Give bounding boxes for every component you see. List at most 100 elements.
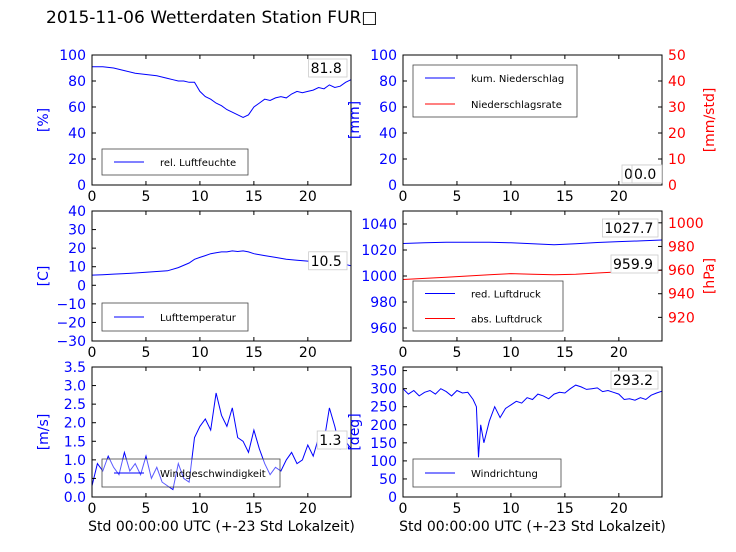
y-axis-label: [m/s] — [36, 414, 52, 451]
y2-tick-label: 1000 — [668, 216, 704, 232]
x-tick-label: 20 — [299, 189, 317, 205]
y-tick-label: 10 — [68, 260, 86, 276]
y-tick-label: −20 — [56, 315, 86, 331]
series-line-rel-luftfeuchte — [92, 66, 352, 118]
y2-tick-label: 30 — [668, 100, 686, 116]
x-tick-label: 0 — [88, 189, 97, 205]
legend: Lufttemperatur — [101, 302, 249, 332]
x-tick-label: 15 — [245, 345, 263, 361]
y2-tick-label: 50 — [668, 48, 686, 64]
chart-panel-middle-left: 0 5 10 15 20 −30 −20 −10 0 10 20 30 40 [C] Lufttempera… — [36, 204, 352, 361]
x-tick-label: 20 — [610, 345, 628, 361]
x-tick-label: 0 — [88, 501, 97, 517]
legend-entry: Windrichtung — [471, 469, 538, 480]
plot-frame — [402, 366, 663, 498]
x-tick-label: 5 — [141, 501, 150, 517]
x-tick-label: 10 — [191, 501, 209, 517]
legend-entry: Lufttemperatur — [160, 313, 237, 324]
plot-frame — [91, 210, 352, 342]
value-label: 1027.7 — [604, 221, 653, 237]
y-tick-label: 80 — [68, 74, 86, 90]
y-tick-label: 3.5 — [64, 360, 86, 376]
series-line-windgeschwindigkeit — [91, 392, 352, 491]
y-tick-label: 20 — [379, 152, 397, 168]
x-tick-label: 10 — [502, 189, 520, 205]
y-axis-label: [mm] — [347, 101, 363, 139]
plot-frame — [91, 54, 352, 186]
x-axis-label: Std 00:00:00 UTC (+-23 Std Lokalzeit) — [399, 519, 666, 535]
y-tick-label: 2.5 — [64, 397, 86, 413]
y-tick-label: 0 — [77, 278, 86, 294]
y-tick-label: 0 — [388, 490, 397, 506]
x-tick-label: 15 — [556, 189, 574, 205]
value-label: 959.9 — [613, 257, 653, 273]
value-box — [610, 254, 659, 274]
y-tick-label: 1.0 — [64, 453, 86, 469]
x-tick-label: 5 — [141, 189, 150, 205]
y-tick-label: 20 — [68, 152, 86, 168]
y-axis-label: [deg] — [347, 413, 363, 450]
value-label: 0.0 — [634, 167, 656, 183]
y-tick-label: 3.0 — [64, 379, 86, 395]
y-tick-label: 100 — [59, 48, 86, 64]
legend-box — [101, 302, 249, 332]
value-box — [602, 218, 659, 238]
y2-tick-label: 980 — [668, 239, 695, 255]
chart-panel-top-right: 0 5 10 15 20 0 20 40 60 80 100 0 10 20 30 40 50 [mm] [mm/s… — [347, 48, 718, 205]
y-tick-label: 2.0 — [64, 416, 86, 432]
x-tick-label: 15 — [245, 189, 263, 205]
x-tick-label: 20 — [299, 501, 317, 517]
y2-tick-label: 40 — [668, 74, 686, 90]
y2-tick-label: 940 — [668, 287, 695, 303]
legend-entry: kum. Niederschlag — [471, 74, 564, 85]
y-tick-label: 80 — [379, 74, 397, 90]
y-tick-label: 1020 — [361, 243, 397, 259]
x-axis-label: Std 00:00:00 UTC (+-23 Std Lokalzeit) — [88, 519, 355, 535]
x-tick-label: 10 — [191, 345, 209, 361]
legend: kum. Niederschlag Niederschlagsrate — [412, 64, 578, 118]
x-tick-label: 20 — [610, 501, 628, 517]
y2-tick-label: 0 — [668, 178, 677, 194]
chart-panel-bottom-left: 0 5 10 15 20 0.0 0.5 1.0 1.5 2.0 2.5 3.0 3.5 [m/s] Std… — [36, 360, 355, 535]
value-label: 10.5 — [311, 254, 342, 270]
x-tick-label: 10 — [502, 345, 520, 361]
y-tick-label: 30 — [68, 223, 86, 239]
y2-axis-label: [hPa] — [702, 258, 718, 294]
series-line-windrichtung — [402, 384, 663, 458]
x-tick-label: 0 — [399, 345, 408, 361]
y-tick-label: 150 — [370, 436, 397, 452]
x-tick-label: 0 — [88, 345, 97, 361]
y-tick-label: 0 — [388, 178, 397, 194]
legend-box — [412, 64, 578, 118]
value-box — [631, 164, 663, 184]
y-tick-label: 0.0 — [64, 490, 86, 506]
y-tick-label: 1.5 — [64, 434, 86, 450]
y-tick-label: 40 — [68, 126, 86, 142]
y-tick-label: 40 — [379, 126, 397, 142]
x-tick-label: 5 — [452, 501, 461, 517]
legend-entry: Windgeschwindigkeit — [160, 469, 266, 480]
legend-entry: red. Luftdruck — [471, 290, 541, 301]
legend-entry: abs. Luftdruck — [471, 315, 542, 326]
y-tick-label: 960 — [370, 321, 397, 337]
x-tick-label: 10 — [191, 189, 209, 205]
plot-frame — [91, 366, 352, 498]
figure-title: 2015-11-06 Wetterdaten Station FUR□ — [46, 8, 378, 28]
y-tick-label: 1000 — [361, 269, 397, 285]
x-tick-label: 5 — [452, 345, 461, 361]
chart-panel-middle-right: 0 5 10 15 20 960 980 1000 1020 1040 920 940 960 980 10… — [361, 210, 718, 361]
x-tick-label: 15 — [556, 501, 574, 517]
y-tick-label: 20 — [68, 241, 86, 257]
chart-panel-top-left: 0 5 10 15 20 0 20 40 60 80 100 [%] rel. Luftfeuchte 8… — [36, 48, 352, 205]
y-tick-label: 1040 — [361, 217, 397, 233]
y-tick-label: 40 — [68, 204, 86, 220]
y2-tick-label: 920 — [668, 310, 695, 326]
y-tick-label: 0.5 — [64, 471, 86, 487]
y2-tick-label: 960 — [668, 263, 695, 279]
y-tick-label: −30 — [56, 334, 86, 350]
legend: Windrichtung — [412, 458, 562, 488]
y-axis-label: [C] — [36, 266, 52, 287]
value-box — [308, 251, 348, 271]
y-tick-label: 100 — [370, 48, 397, 64]
x-tick-label: 20 — [610, 189, 628, 205]
